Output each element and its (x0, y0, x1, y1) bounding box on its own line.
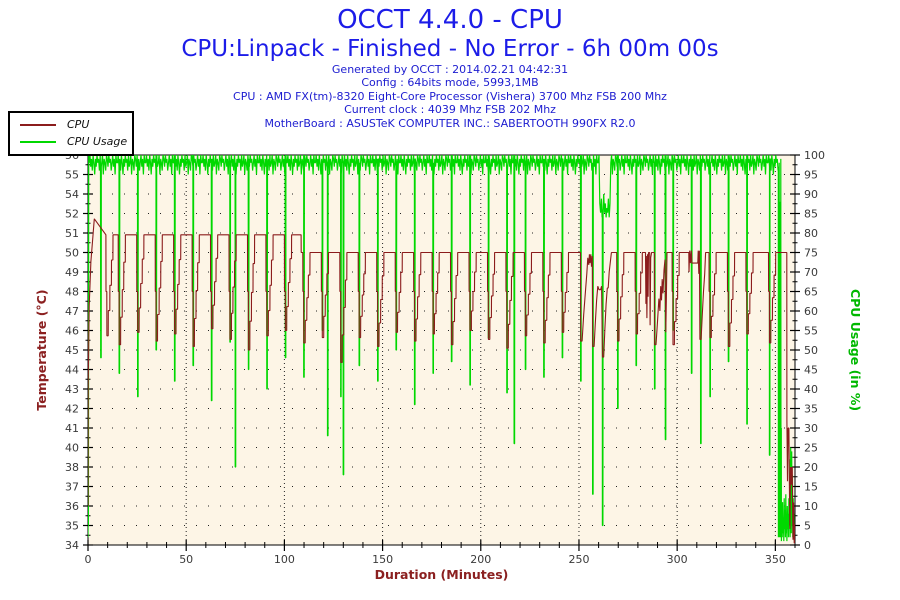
cpu-usage-line-swatch (20, 140, 56, 143)
y-left-axis-title: Temperature (°C) (34, 289, 49, 410)
tick-label: 150 (372, 553, 393, 566)
legend-item-cpu-usage: CPU Usage (10, 133, 132, 150)
tick-label: 35 (804, 403, 818, 416)
tick-label: 0 (804, 539, 811, 552)
page-title: OCCT 4.4.0 - CPU (337, 5, 563, 35)
tick-label: 15 (804, 481, 818, 494)
tick-label: 75 (804, 247, 818, 260)
info-line-motherboard: MotherBoard : ASUSTeK COMPUTER INC.: SAB… (264, 116, 636, 130)
tick-label: 45 (65, 344, 79, 357)
series-group (88, 155, 795, 544)
tick-label: 45 (804, 364, 818, 377)
tick-label: 300 (667, 553, 688, 566)
tick-label: 100 (804, 149, 825, 162)
tick-label: 200 (470, 553, 491, 566)
page-subtitle: CPU:Linpack - Finished - No Error - 6h 0… (181, 36, 719, 62)
info-line-cpu: CPU : AMD FX(tm)-8320 Eight-Core Process… (233, 89, 667, 103)
legend-item-cpu: CPU (10, 116, 132, 133)
tick-label: 50 (65, 247, 79, 260)
tick-label: 20 (804, 461, 818, 474)
tick-label: 43 (65, 383, 79, 396)
info-line-clock: Current clock : 4039 Mhz FSB 202 Mhz (344, 103, 556, 117)
tick-label: 34 (65, 539, 79, 552)
tick-label: 40 (65, 442, 79, 455)
tick-label: 42 (65, 403, 79, 416)
y-right-axis-title: CPU Usage (in %) (848, 289, 863, 411)
tick-label: 37 (65, 481, 79, 494)
chart-legend: CPU CPU Usage (8, 111, 134, 156)
info-line-generated: Generated by OCCT : 2014.02.21 04:42:31 (331, 63, 569, 76)
cpu-line-swatch (20, 123, 56, 126)
tick-label: 54 (65, 188, 79, 201)
tick-label: 51 (65, 227, 79, 240)
tick-label: 52 (65, 208, 79, 221)
tick-label: 55 (65, 169, 79, 182)
tick-label: 25 (804, 442, 818, 455)
tick-label: 50 (804, 344, 818, 357)
x-axis-title: Duration (Minutes) (375, 567, 509, 582)
tick-label: 41 (65, 422, 79, 435)
tick-label: 250 (568, 553, 589, 566)
tick-label: 80 (804, 227, 818, 240)
tick-label: 38 (65, 461, 79, 474)
cpu-temperature-line (88, 218, 795, 544)
tick-label: 55 (804, 325, 818, 338)
report-header: OCCT 4.4.0 - CPU CPU:Linpack - Finished … (0, 0, 900, 130)
tick-label: 47 (65, 305, 79, 318)
tick-label: 70 (804, 266, 818, 279)
legend-label-cpu-usage: CPU Usage (67, 135, 128, 148)
tick-label: 100 (274, 553, 295, 566)
tick-label: 40 (804, 383, 818, 396)
tick-label: 5 (804, 520, 811, 533)
legend-label-cpu: CPU (67, 118, 90, 131)
tick-label: 30 (804, 422, 818, 435)
tick-label: 46 (65, 325, 79, 338)
tick-label: 49 (65, 266, 79, 279)
tick-label: 36 (65, 500, 79, 513)
tick-label: 44 (65, 364, 79, 377)
tick-label: 0 (85, 553, 92, 566)
tick-label: 35 (65, 520, 79, 533)
tick-label: 350 (765, 553, 786, 566)
tick-label: 90 (804, 188, 818, 201)
tick-label: 60 (804, 305, 818, 318)
cpu-usage-line (88, 155, 795, 542)
tick-label: 85 (804, 208, 818, 221)
tick-label: 48 (65, 286, 79, 299)
tick-label: 50 (179, 553, 193, 566)
tick-label: 95 (804, 169, 818, 182)
tick-label: 10 (804, 500, 818, 513)
info-line-config: Config : 64bits mode, 5993,1MB (361, 76, 539, 90)
tick-label: 65 (804, 286, 818, 299)
